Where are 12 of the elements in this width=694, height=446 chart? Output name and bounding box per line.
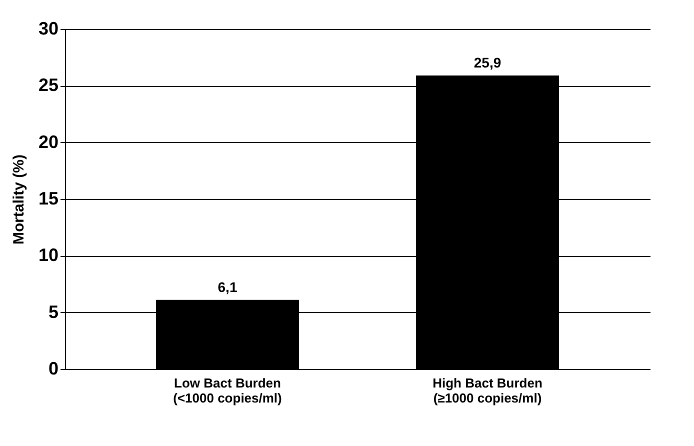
x-tick-label: Low Bact Burden (<1000 copies/ml) (173, 376, 282, 406)
y-tick-label: 10 (38, 245, 58, 266)
y-tick-label: 20 (38, 132, 58, 152)
y-tick-label: 25 (38, 75, 58, 96)
y-tick-label: 30 (38, 18, 58, 38)
y-tick-label: 0 (48, 358, 58, 378)
x-tick-label: High Bact Burden (≥1000 copies/ml) (432, 376, 542, 406)
data-label: 6,1 (218, 278, 238, 295)
data-label: 25,9 (474, 54, 502, 70)
y-axis-title: Mortality (%) (10, 154, 28, 244)
y-tick-label: 5 (48, 302, 58, 322)
y-tick-label: 15 (38, 188, 58, 208)
